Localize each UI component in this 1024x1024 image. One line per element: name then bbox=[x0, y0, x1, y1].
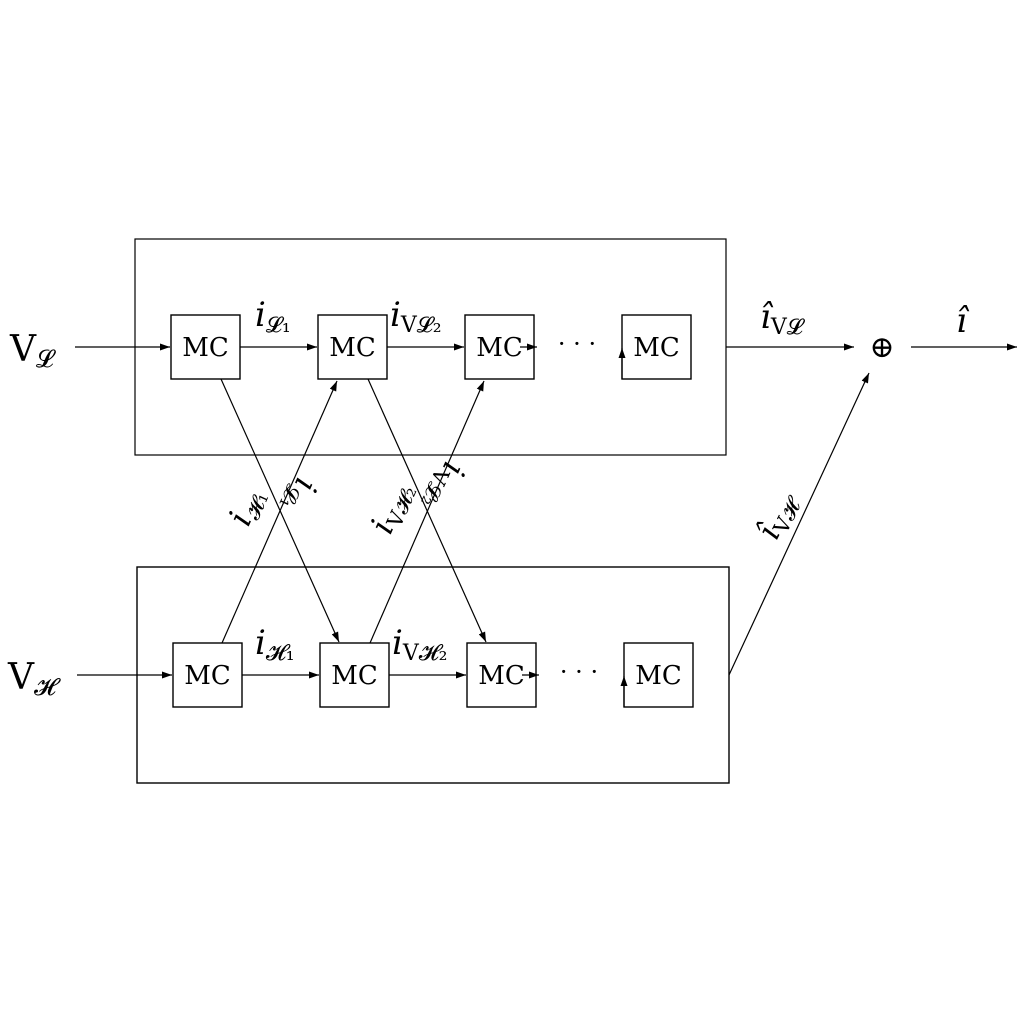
mc-label-low-3: MC bbox=[476, 333, 523, 363]
mc-block-high-2 bbox=[319, 642, 390, 708]
mc-label-high-2: MC bbox=[331, 661, 378, 691]
mc-label-low-2: MC bbox=[329, 333, 376, 363]
mc-label-high-1: MC bbox=[184, 661, 231, 691]
signal-label-hat-i: î bbox=[956, 301, 970, 341]
signal-label-hat-iVL: îV𝓛 bbox=[760, 297, 806, 340]
arrow-cross-high2-to-low3 bbox=[369, 380, 485, 644]
signal-label-cross-iH1: i𝓗₁ bbox=[221, 481, 274, 532]
mc-label-high-3: MC bbox=[478, 661, 525, 691]
mc-label-low-n: MC bbox=[633, 333, 680, 363]
input-label-low: V𝓛 bbox=[9, 329, 56, 373]
signal-label-iVH2: iV𝓗₂ bbox=[392, 623, 447, 666]
arrow-high-output bbox=[728, 372, 870, 676]
mc-block-low-2 bbox=[317, 314, 388, 380]
mc-label-high-n: MC bbox=[635, 661, 682, 691]
signal-label-iH1: i𝓗₁ bbox=[255, 623, 295, 666]
mc-block-high-1 bbox=[172, 642, 243, 708]
ellipsis-low: · · · bbox=[558, 330, 596, 358]
signal-label-iL1: i𝓛₁ bbox=[255, 295, 291, 338]
signal-label-iVL2: iV𝓛₂ bbox=[390, 295, 442, 338]
mc-block-high-n bbox=[623, 642, 694, 708]
arrow-cross-high1-to-low2 bbox=[221, 380, 338, 644]
ellipsis-high: · · · bbox=[560, 658, 598, 686]
signal-label-cross-iVH2: iV𝓗₂ bbox=[363, 476, 422, 541]
mc-block-low-n bbox=[621, 314, 692, 380]
signal-label-hat-iVH: îV𝓗 bbox=[749, 484, 808, 546]
signal-label-cross-iL1: i𝓛₁ bbox=[274, 472, 325, 520]
signal-label-cross-iVL2: iV𝓛₂ bbox=[416, 456, 473, 518]
input-label-high: V𝓗 bbox=[7, 657, 61, 701]
mc-label-low-1: MC bbox=[182, 333, 229, 363]
summation-node: ⊕ bbox=[869, 330, 894, 365]
